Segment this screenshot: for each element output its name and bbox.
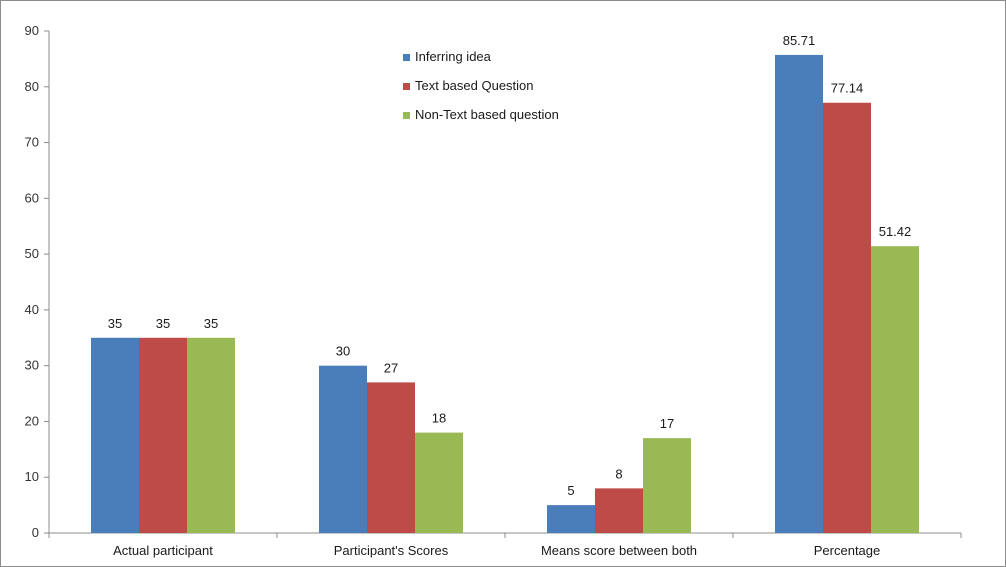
- y-tick-label: 80: [25, 79, 39, 94]
- data-label: 30: [336, 344, 350, 359]
- y-tick-label: 10: [25, 469, 39, 484]
- legend-swatch: [403, 83, 410, 90]
- legend: Inferring idea Text based Question Non-Tex…: [403, 49, 559, 122]
- legend-label: Non-Text based question: [415, 107, 559, 122]
- legend-swatch: [403, 112, 410, 119]
- x-axis: Actual participant Participant's Scores Me…: [48, 532, 962, 558]
- data-label: 51.42: [879, 224, 912, 239]
- legend-label: Text based Question: [415, 78, 534, 93]
- bar: [775, 54, 823, 534]
- data-label: 85.71: [783, 33, 816, 48]
- bar: [91, 337, 139, 533]
- bars: [91, 54, 919, 534]
- data-label: 35: [156, 316, 170, 331]
- x-category-label: Actual participant: [113, 543, 213, 558]
- data-label: 8: [615, 466, 622, 481]
- bar: [367, 382, 415, 533]
- legend-label: Inferring idea: [415, 49, 492, 64]
- data-label: 5: [567, 483, 574, 498]
- x-category-label: Means score between both: [541, 543, 697, 558]
- x-category-label: Percentage: [814, 543, 881, 558]
- bar: [823, 102, 871, 533]
- y-tick-label: 40: [25, 302, 39, 317]
- bar: [187, 337, 235, 533]
- x-category-label: Participant's Scores: [334, 543, 449, 558]
- data-label: 27: [384, 360, 398, 375]
- y-tick-label: 20: [25, 413, 39, 428]
- legend-swatch: [403, 54, 410, 61]
- data-labels: 35 35 35 30 27 18 5 8 17 85.71 77.14 51.42: [108, 33, 912, 498]
- data-label: 35: [204, 316, 218, 331]
- y-tick-label: 60: [25, 190, 39, 205]
- y-tick-label: 50: [25, 246, 39, 261]
- bar: [547, 505, 595, 533]
- bar: [595, 488, 643, 533]
- bar: [871, 246, 919, 533]
- y-tick-label: 90: [25, 23, 39, 38]
- data-label: 18: [432, 411, 446, 426]
- data-label: 77.14: [831, 81, 864, 96]
- bar: [319, 365, 367, 533]
- y-tick-label: 0: [32, 525, 39, 540]
- bar: [415, 432, 463, 533]
- bar: [643, 438, 691, 533]
- bar: [139, 337, 187, 533]
- y-tick-label: 70: [25, 135, 39, 150]
- y-tick-label: 30: [25, 358, 39, 373]
- data-label: 17: [660, 416, 674, 431]
- y-axis: 0 10 20 30 40 50 60 70 80 90: [25, 23, 50, 540]
- data-label: 35: [108, 316, 122, 331]
